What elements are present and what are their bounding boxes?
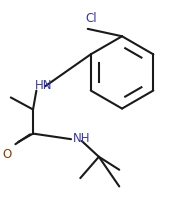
Text: HN: HN [35,79,52,92]
Text: Cl: Cl [85,12,97,25]
Text: O: O [2,148,12,161]
Text: NH: NH [73,132,90,145]
